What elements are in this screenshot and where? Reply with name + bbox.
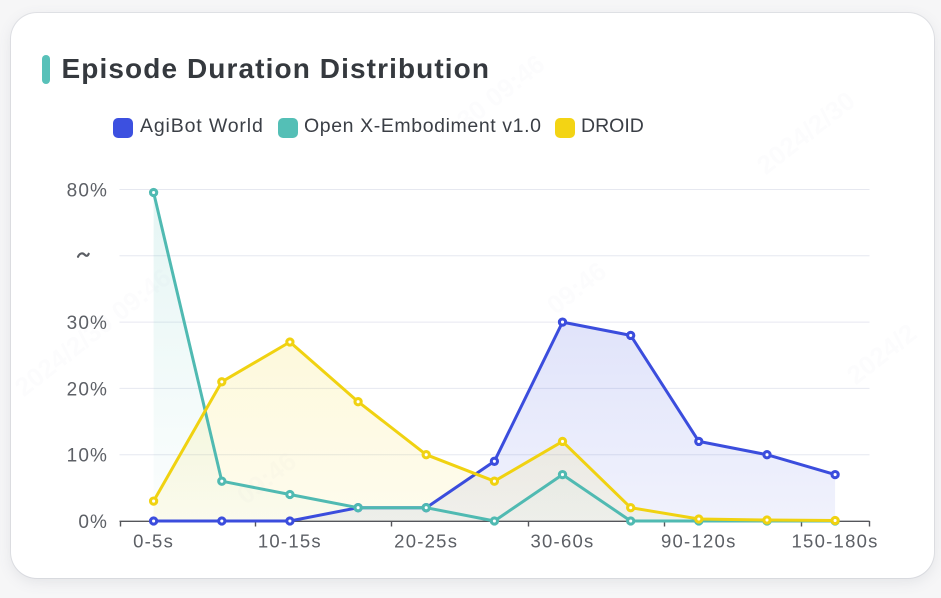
svg-text:20-25s: 20-25s bbox=[394, 531, 458, 552]
svg-text:80%: 80% bbox=[67, 181, 108, 202]
svg-text:150-180s: 150-180s bbox=[792, 531, 879, 552]
svg-text:90-120s: 90-120s bbox=[661, 531, 737, 552]
svg-text:0-5s: 0-5s bbox=[133, 531, 174, 552]
svg-text:20%: 20% bbox=[67, 379, 108, 400]
svg-text:30-60s: 30-60s bbox=[530, 531, 594, 552]
svg-text:0%: 0% bbox=[78, 512, 108, 533]
svg-text:10%: 10% bbox=[67, 446, 108, 467]
svg-text:30%: 30% bbox=[67, 313, 108, 334]
svg-text:10-15s: 10-15s bbox=[258, 531, 322, 552]
